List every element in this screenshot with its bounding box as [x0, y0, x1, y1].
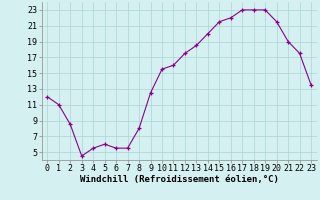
X-axis label: Windchill (Refroidissement éolien,°C): Windchill (Refroidissement éolien,°C): [80, 175, 279, 184]
